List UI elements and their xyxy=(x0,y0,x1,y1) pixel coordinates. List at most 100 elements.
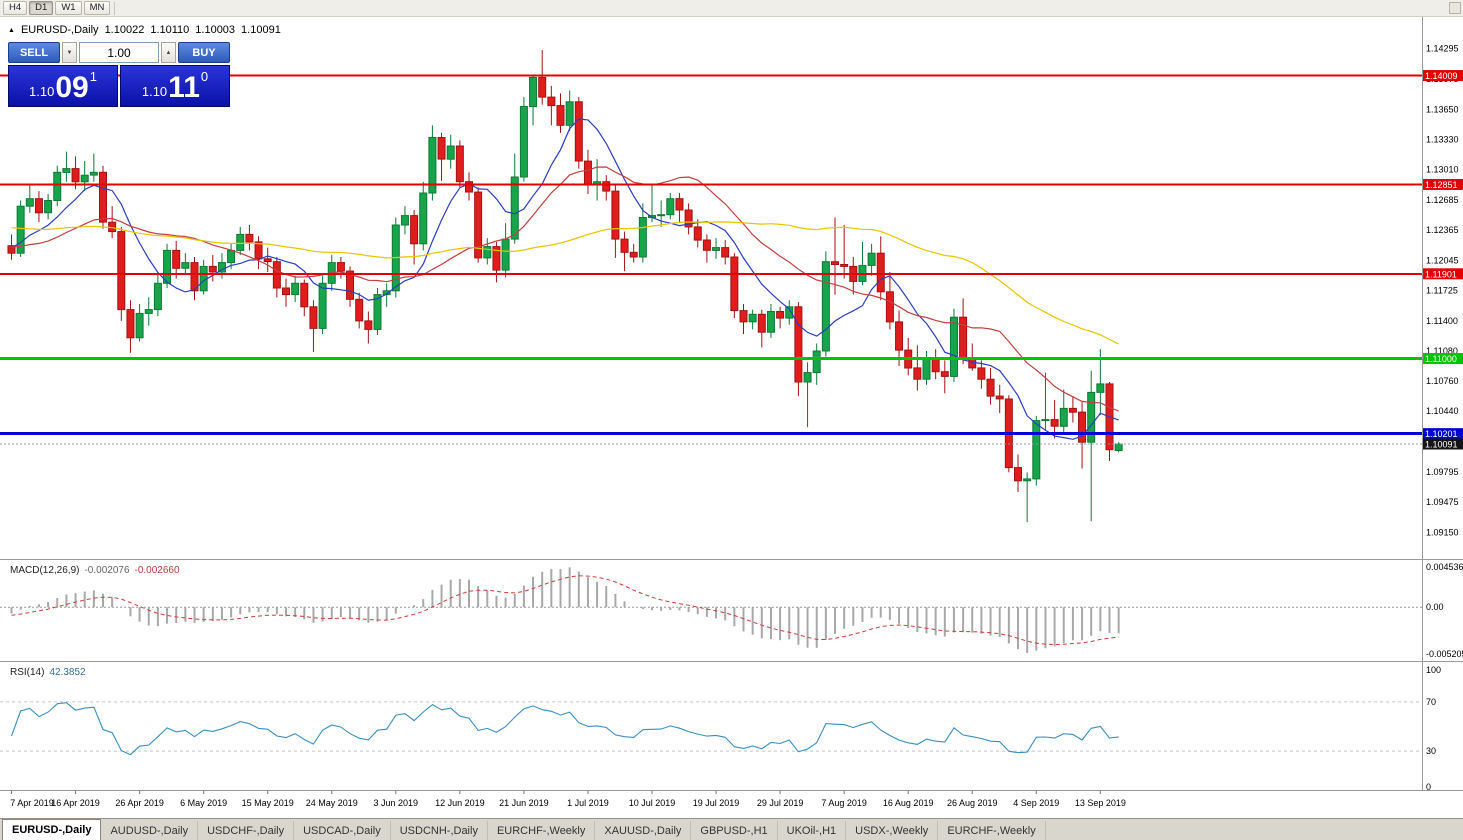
chart-tab-audusd-daily[interactable]: AUDUSD-,Daily xyxy=(101,821,199,840)
svg-text:1.11725: 1.11725 xyxy=(1426,285,1458,295)
price-label-boxes: 1.14009 1.12851 1.11901 1.11000 1.102011.100… xyxy=(1423,70,1463,450)
price-axis-scale[interactable] xyxy=(1422,17,1463,790)
top-toolbar: H4 D1 W1 MN xyxy=(0,0,1463,17)
timeframe-button-mn[interactable]: MN xyxy=(83,1,111,15)
svg-text:16 Apr 2019: 16 Apr 2019 xyxy=(51,798,100,808)
symbol-label: EURUSD-,Daily xyxy=(20,24,99,36)
svg-text:1.13010: 1.13010 xyxy=(1426,165,1459,175)
timeframe-button-h4[interactable]: H4 xyxy=(3,1,28,15)
svg-text:1.10760: 1.10760 xyxy=(1426,376,1459,386)
chart-tab-eurchf-weekly[interactable]: EURCHF-,Weekly xyxy=(938,821,1046,840)
sell-price-prefix: 1.10 xyxy=(29,84,55,99)
toolbar-corner-button[interactable] xyxy=(1449,2,1461,14)
chart-tabs-bar: EURUSD-,Daily AUDUSD-,Daily USDCHF-,Daily U… xyxy=(0,818,1463,840)
svg-text:-0.005205: -0.005205 xyxy=(1426,649,1463,659)
buy-price-big-digits: 11 xyxy=(168,71,200,104)
svg-text:1.11400: 1.11400 xyxy=(1426,316,1458,326)
svg-text:7 Apr 2019: 7 Apr 2019 xyxy=(10,798,54,808)
rsi-name: RSI(14) xyxy=(10,667,45,678)
macd-pane: 0.004536 0.00 -0.005205 xyxy=(0,562,1463,659)
svg-text:0.00: 0.00 xyxy=(1426,602,1444,612)
svg-text:15 May 2019: 15 May 2019 xyxy=(242,798,294,808)
svg-text:1 Jul 2019: 1 Jul 2019 xyxy=(567,798,609,808)
macd-main-value: -0.002076 xyxy=(84,565,130,576)
svg-text:1.10201: 1.10201 xyxy=(1425,429,1458,439)
chart-tab-usdx-weekly[interactable]: USDX-,Weekly xyxy=(846,821,939,840)
chart-tab-usdchf-daily[interactable]: USDCHF-,Daily xyxy=(198,821,295,840)
chart-tab-xauusd-daily[interactable]: XAUUSD-,Daily xyxy=(595,821,692,840)
chart-tab-eurchf-weekly[interactable]: EURCHF-,Weekly xyxy=(488,821,596,840)
volume-input[interactable] xyxy=(79,42,159,63)
chart-ohlc-title: ▲ EURUSD-,Daily 1.10022 1.10110 1.10003 … xyxy=(8,24,281,36)
svg-text:6 May 2019: 6 May 2019 xyxy=(180,798,227,808)
svg-text:100: 100 xyxy=(1426,665,1441,675)
svg-text:4 Sep 2019: 4 Sep 2019 xyxy=(1013,798,1059,808)
close-value: 1.10091 xyxy=(241,24,281,36)
rsi-indicator-label: RSI(14) 42.3852 xyxy=(10,667,86,678)
svg-text:21 Jun 2019: 21 Jun 2019 xyxy=(499,798,549,808)
svg-text:1.10440: 1.10440 xyxy=(1426,406,1459,416)
macd-indicator-label: MACD(12,26,9) -0.002076 -0.002660 xyxy=(10,565,180,576)
open-value: 1.10022 xyxy=(104,24,145,36)
chart-tab-usdcad-daily[interactable]: USDCAD-,Daily xyxy=(294,821,391,840)
chart-tab-gbpusd-h1[interactable]: GBPUSD-,H1 xyxy=(691,821,778,840)
svg-text:26 Aug 2019: 26 Aug 2019 xyxy=(947,798,998,808)
chart-tab-usdcnh-daily[interactable]: USDCNH-,Daily xyxy=(391,821,488,840)
volume-increase-button[interactable]: ▲ xyxy=(161,42,176,63)
sell-button[interactable]: SELL xyxy=(8,42,60,63)
chevron-down-icon: ▼ xyxy=(66,49,73,56)
buy-price-pipette: 0 xyxy=(200,69,209,84)
candles-layer xyxy=(7,50,1123,523)
svg-text:1.12365: 1.12365 xyxy=(1426,225,1459,235)
rsi-value: 42.3852 xyxy=(49,667,86,678)
chevron-up-icon: ▲ xyxy=(165,49,172,56)
ma-lines-layer xyxy=(11,118,1119,440)
timeframe-toolbar-buttons: H4 D1 W1 MN xyxy=(3,1,111,15)
pane-separators xyxy=(0,17,1463,791)
svg-text:24 May 2019: 24 May 2019 xyxy=(306,798,358,808)
svg-text:1.14295: 1.14295 xyxy=(1426,44,1459,54)
svg-text:1.10091: 1.10091 xyxy=(1425,440,1458,450)
svg-text:1.14009: 1.14009 xyxy=(1425,71,1458,81)
svg-text:0: 0 xyxy=(1426,782,1431,792)
svg-text:7 Aug 2019: 7 Aug 2019 xyxy=(821,798,867,808)
chart-window: 1.142951.139751.136501.133301.130101.126… xyxy=(0,17,1463,818)
date-axis: 7 Apr 201916 Apr 2019 26 Apr 2019 6 May 20… xyxy=(10,790,1126,808)
svg-text:1.12045: 1.12045 xyxy=(1426,255,1459,265)
sell-price-display[interactable]: 1.10 09 1 xyxy=(8,65,118,107)
sell-price-pipette: 1 xyxy=(89,69,97,84)
buy-price-display[interactable]: 1.10 11 0 xyxy=(120,65,230,107)
svg-text:16 Aug 2019: 16 Aug 2019 xyxy=(883,798,934,808)
macd-signal-value: -0.002660 xyxy=(134,565,180,576)
chart-marker-icon: ▲ xyxy=(8,26,15,34)
high-value: 1.10110 xyxy=(150,24,190,36)
svg-text:1.12685: 1.12685 xyxy=(1426,195,1459,205)
chart-canvas[interactable]: 1.142951.139751.136501.133301.130101.126… xyxy=(0,17,1463,818)
svg-text:1.09475: 1.09475 xyxy=(1426,497,1459,507)
svg-text:30: 30 xyxy=(1426,746,1436,756)
svg-text:19 Jul 2019: 19 Jul 2019 xyxy=(693,798,740,808)
low-value: 1.10003 xyxy=(195,24,236,36)
chart-tab-eurusd-daily[interactable]: EURUSD-,Daily xyxy=(2,819,102,840)
svg-text:70: 70 xyxy=(1426,697,1436,707)
date-axis-scale[interactable] xyxy=(0,791,1422,818)
svg-text:1.09795: 1.09795 xyxy=(1426,467,1459,477)
volume-decrease-button[interactable]: ▼ xyxy=(62,42,77,63)
svg-text:29 Jul 2019: 29 Jul 2019 xyxy=(757,798,804,808)
svg-text:1.13650: 1.13650 xyxy=(1426,104,1459,114)
svg-text:1.09150: 1.09150 xyxy=(1426,527,1459,537)
svg-text:0.004536: 0.004536 xyxy=(1426,562,1463,572)
toolbar-separator xyxy=(114,1,116,15)
svg-text:1.11901: 1.11901 xyxy=(1425,269,1457,279)
buy-button[interactable]: BUY xyxy=(178,42,230,63)
timeframe-button-w1[interactable]: W1 xyxy=(55,1,82,15)
rsi-pane: 100 70 30 0 xyxy=(0,665,1441,792)
timeframe-button-d1[interactable]: D1 xyxy=(29,1,54,15)
svg-text:1.11080: 1.11080 xyxy=(1426,346,1458,356)
svg-text:1.12851: 1.12851 xyxy=(1425,180,1458,190)
svg-text:1.11000: 1.11000 xyxy=(1425,354,1457,364)
macd-name: MACD(12,26,9) xyxy=(10,565,80,576)
chart-tab-ukoil-h1[interactable]: UKOil-,H1 xyxy=(778,821,847,840)
buy-price-prefix: 1.10 xyxy=(141,84,168,99)
svg-text:26 Apr 2019: 26 Apr 2019 xyxy=(115,798,164,808)
